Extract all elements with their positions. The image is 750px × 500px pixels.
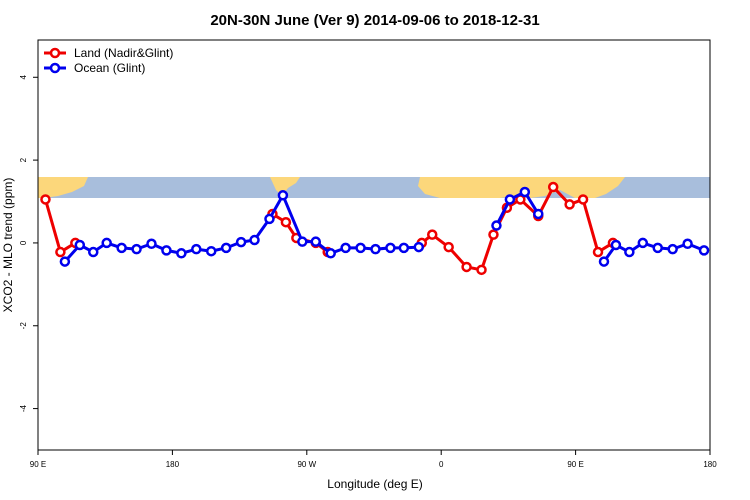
land-shape xyxy=(418,177,625,198)
point xyxy=(355,242,366,254)
point xyxy=(74,239,86,251)
point xyxy=(116,242,127,254)
point xyxy=(698,245,710,256)
y-axis-label: XCO2 - MLO trend (ppm) xyxy=(1,178,15,313)
x-axis-label: Longitude (deg E) xyxy=(327,477,422,491)
map-strip xyxy=(38,177,710,198)
x-tick-label: 90 E xyxy=(567,460,583,469)
point xyxy=(564,199,575,210)
point xyxy=(161,245,172,256)
point xyxy=(426,229,438,240)
point xyxy=(491,220,502,231)
point xyxy=(519,186,531,198)
point xyxy=(235,236,247,248)
point xyxy=(205,245,217,257)
y-tick-label: -4 xyxy=(19,404,28,412)
point xyxy=(504,194,516,205)
point xyxy=(370,243,381,255)
point xyxy=(191,243,202,255)
point xyxy=(176,248,187,259)
point xyxy=(325,248,336,259)
point xyxy=(101,237,112,249)
y-tick-label: -2 xyxy=(19,322,28,330)
x-tick-label: 180 xyxy=(166,460,180,469)
point xyxy=(297,236,308,247)
chart-title: 20N-30N June (Ver 9) 2014-09-06 to 2018-… xyxy=(210,12,539,29)
point xyxy=(598,256,610,267)
point xyxy=(249,234,260,246)
point xyxy=(340,242,351,254)
point xyxy=(55,246,66,258)
point xyxy=(652,242,663,254)
point xyxy=(547,181,559,193)
point xyxy=(443,241,454,253)
point xyxy=(398,242,410,254)
x-tick-label: 90 E xyxy=(30,460,46,469)
point xyxy=(88,246,99,258)
point xyxy=(577,194,589,205)
point xyxy=(592,246,604,258)
point xyxy=(277,190,289,201)
legend-label: Land (Nadir&Glint) xyxy=(74,46,173,60)
point xyxy=(280,216,292,228)
point xyxy=(533,208,544,220)
legend-marker xyxy=(49,47,61,59)
land-shape xyxy=(38,177,88,198)
legend-label: Ocean (Glint) xyxy=(74,61,145,75)
point xyxy=(413,241,425,253)
point xyxy=(220,242,232,254)
y-tick-label: 4 xyxy=(19,74,28,79)
point xyxy=(610,239,622,251)
point xyxy=(385,242,396,254)
point xyxy=(667,243,678,255)
point xyxy=(146,238,157,250)
point xyxy=(682,238,693,250)
series-line xyxy=(63,190,705,263)
point xyxy=(40,194,51,205)
land-shape xyxy=(270,177,300,196)
x-tick-label: 180 xyxy=(703,460,717,469)
plot-frame xyxy=(37,39,711,451)
point xyxy=(488,229,499,240)
legend-marker xyxy=(49,62,61,74)
y-tick-label: 2 xyxy=(19,157,28,162)
point xyxy=(59,256,71,267)
point xyxy=(131,243,142,255)
point xyxy=(476,264,487,276)
point xyxy=(264,213,275,225)
point xyxy=(637,237,649,249)
y-tick-label: 0 xyxy=(19,240,28,245)
point xyxy=(461,261,472,273)
x-tick-label: 90 W xyxy=(297,460,316,469)
point xyxy=(310,236,322,247)
point xyxy=(624,246,635,258)
x-tick-label: 0 xyxy=(439,460,444,469)
